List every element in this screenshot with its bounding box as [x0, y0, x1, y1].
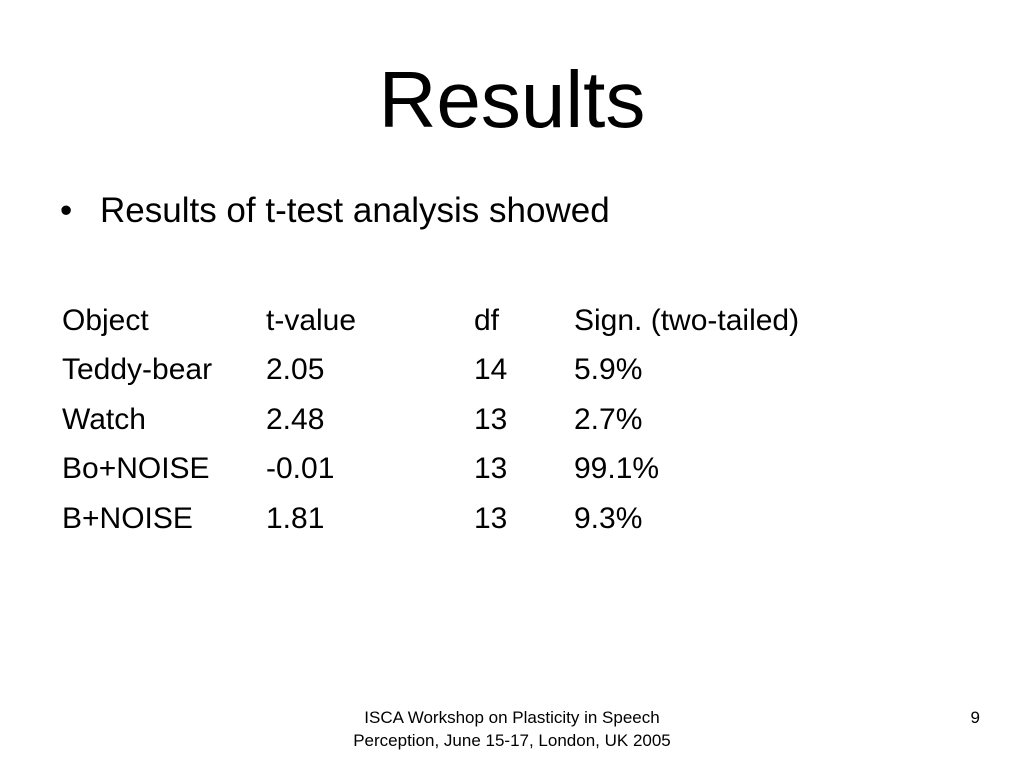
cell-df: 13	[474, 452, 508, 486]
cell-t-value: 2.48	[266, 402, 325, 436]
cell-significance: 99.1%	[574, 452, 660, 486]
table-row: B+NOISE 1.81 13 9.3%	[62, 494, 874, 544]
header-df: df	[474, 303, 500, 337]
table-row: Bo+NOISE -0.01 13 99.1%	[62, 445, 874, 495]
table-row: Teddy-bear 2.05 14 5.9%	[62, 346, 874, 396]
slide-title: Results	[378, 55, 646, 144]
cell-t-value: 1.81	[266, 501, 325, 535]
cell-object: Bo+NOISE	[62, 452, 210, 486]
table-header-row: Object t-value df Sign. (two-tailed)	[62, 296, 874, 346]
results-table: Object t-value df Sign. (two-tailed) Ted…	[62, 296, 874, 544]
bullet-text: Results of t-test analysis showed	[100, 191, 610, 230]
cell-object: Watch	[62, 402, 146, 436]
header-significance: Sign. (two-tailed)	[574, 303, 800, 337]
header-t-value: t-value	[266, 303, 357, 337]
cell-object: Teddy-bear	[62, 353, 213, 387]
cell-t-value: 2.05	[266, 353, 325, 387]
cell-t-value: -0.01	[266, 452, 335, 486]
cell-object: B+NOISE	[62, 501, 193, 535]
footer-text: ISCA Workshop on Plasticity in Speech Pe…	[353, 708, 671, 750]
bullet-marker: •	[60, 191, 73, 230]
cell-df: 13	[474, 501, 508, 535]
cell-significance: 2.7%	[574, 402, 643, 436]
cell-significance: 5.9%	[574, 353, 643, 387]
cell-significance: 9.3%	[574, 501, 643, 535]
cell-df: 14	[474, 353, 508, 387]
table-row: Watch 2.48 13 2.7%	[62, 395, 874, 445]
header-object: Object	[62, 303, 149, 337]
page-number: 9	[970, 708, 980, 727]
bullet-item: • Results of t-test analysis showed	[60, 190, 610, 232]
cell-df: 13	[474, 402, 508, 436]
